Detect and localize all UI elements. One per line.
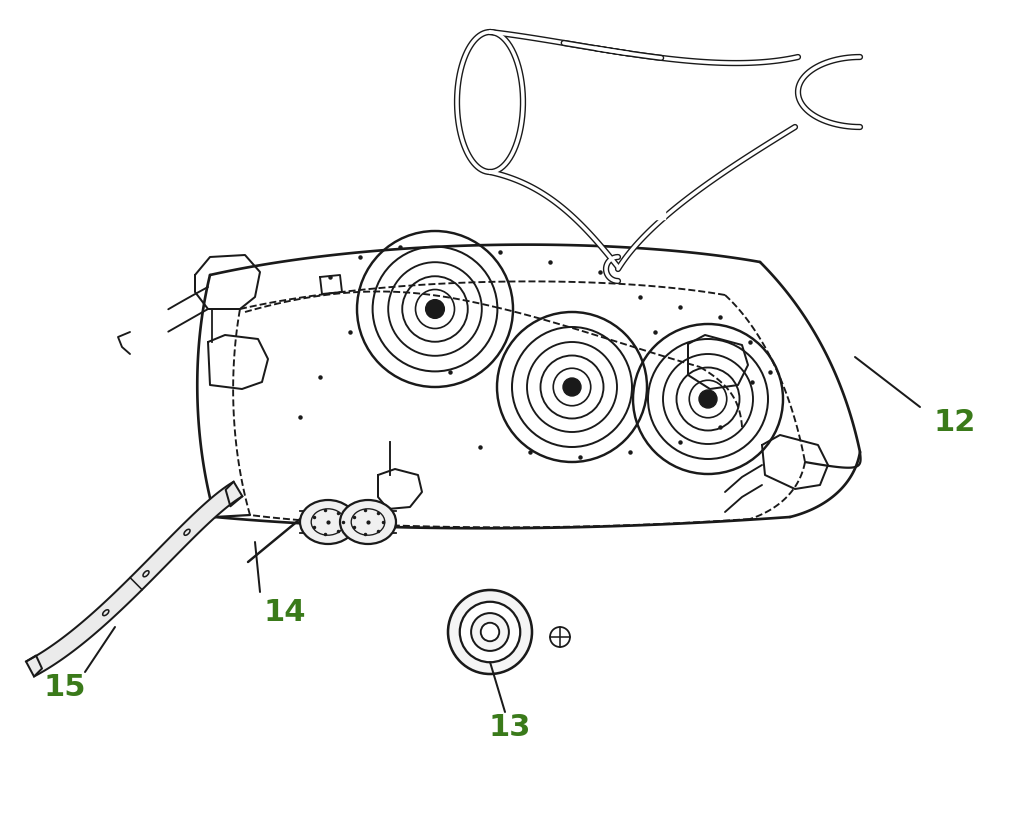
Circle shape (426, 300, 444, 319)
Circle shape (448, 590, 533, 674)
Circle shape (471, 614, 509, 651)
Ellipse shape (340, 500, 396, 544)
Text: 13: 13 (489, 713, 531, 742)
Ellipse shape (300, 500, 356, 544)
Circle shape (460, 602, 520, 662)
Bar (635, 179, 665, 220)
Circle shape (481, 623, 499, 642)
Text: 15: 15 (44, 672, 86, 701)
Polygon shape (26, 482, 242, 676)
Circle shape (699, 390, 717, 409)
Circle shape (563, 379, 581, 396)
Text: 14: 14 (264, 598, 307, 627)
Bar (600, 148, 630, 198)
Text: 12: 12 (933, 408, 976, 437)
